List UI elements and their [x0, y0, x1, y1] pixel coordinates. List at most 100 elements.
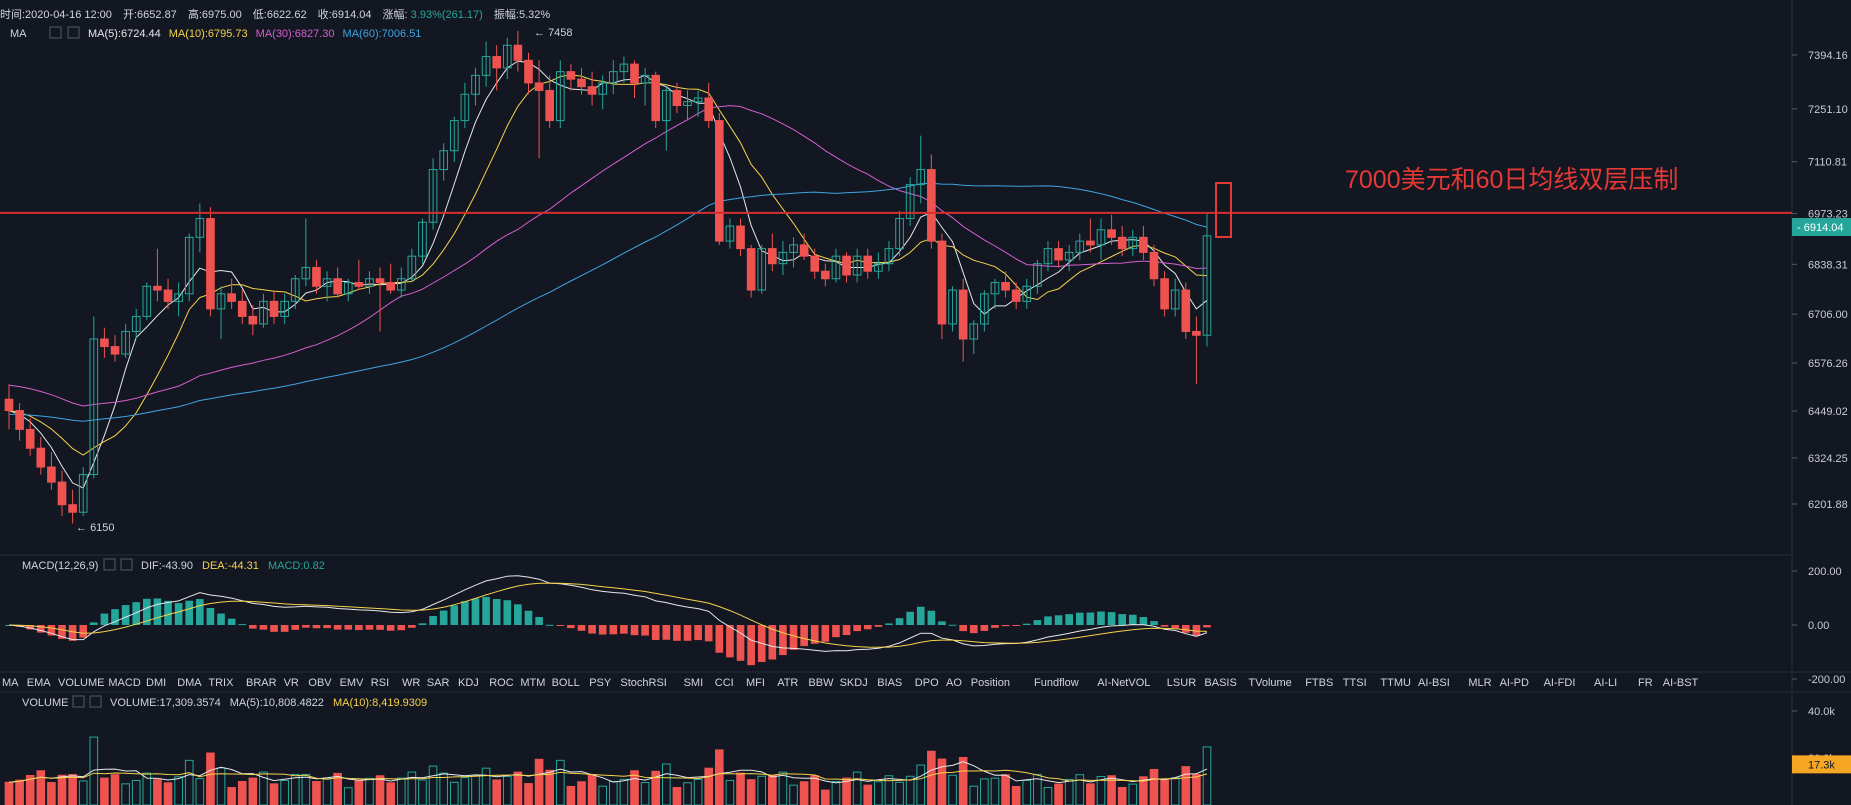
- volume-bar: [471, 774, 480, 805]
- volume-bar: [799, 781, 809, 805]
- macd-settings-icon[interactable]: [103, 558, 116, 571]
- indicator-tab[interactable]: StochRSI: [620, 677, 666, 689]
- indicator-tab[interactable]: AI-BST: [1663, 677, 1699, 689]
- volume-bar: [555, 759, 565, 805]
- ma-close-icon[interactable]: [67, 26, 80, 39]
- indicator-tab[interactable]: DPO: [915, 677, 939, 689]
- macd-bar: [651, 625, 660, 640]
- indicator-tab[interactable]: Position: [971, 677, 1010, 689]
- indicator-tab[interactable]: BOLL: [552, 677, 580, 689]
- ma-lines: [8, 60, 1208, 489]
- candle-body: [980, 293, 989, 325]
- candle-body: [237, 300, 247, 317]
- indicator-tab[interactable]: AI-NetVOL: [1097, 677, 1150, 689]
- indicator-tab[interactable]: AI-FDI: [1544, 677, 1576, 689]
- indicator-tab[interactable]: EMV: [340, 677, 365, 689]
- macd-bar: [302, 625, 310, 628]
- indicator-tab[interactable]: OBV: [308, 677, 332, 689]
- volume-bar: [1033, 773, 1042, 805]
- indicator-tab[interactable]: AO: [946, 677, 962, 689]
- candle-body: [153, 285, 162, 291]
- macd-bar: [842, 625, 851, 636]
- macd-bar: [132, 602, 141, 625]
- macd-dif: DIF:-43.90: [141, 560, 193, 572]
- macd-bar: [1139, 616, 1148, 625]
- candle-body: [1139, 236, 1148, 253]
- macd-close-icon[interactable]: [120, 558, 133, 571]
- indicator-tab[interactable]: DMA: [177, 677, 202, 689]
- indicator-tab[interactable]: MTM: [520, 677, 545, 689]
- indicator-tab[interactable]: BRAR: [246, 677, 277, 689]
- volume-bar: [937, 758, 947, 805]
- volume-bar: [852, 771, 862, 805]
- volume-bar: [513, 771, 523, 805]
- volume-bar: [290, 773, 300, 805]
- macd-bar: [450, 605, 459, 625]
- indicator-tab[interactable]: VR: [284, 677, 299, 689]
- indicator-tab[interactable]: BASIS: [1204, 677, 1236, 689]
- candle-body: [863, 255, 873, 272]
- indicator-tab[interactable]: ATR: [777, 677, 798, 689]
- ma-settings-icon[interactable]: [49, 26, 62, 39]
- ma-legend-name[interactable]: MA: [10, 28, 27, 40]
- indicator-tab[interactable]: MLR: [1468, 677, 1491, 689]
- indicator-tab[interactable]: EMA: [27, 677, 52, 689]
- candle-body: [68, 504, 77, 513]
- indicator-tab[interactable]: Fundflow: [1034, 677, 1079, 689]
- macd-bar: [991, 625, 999, 628]
- indicator-tab[interactable]: SKDJ: [840, 677, 868, 689]
- indicator-tab[interactable]: AI-PD: [1500, 677, 1529, 689]
- low-marker: ← 6150: [76, 522, 115, 534]
- price-tick-label: 6973.23: [1808, 209, 1848, 221]
- macd-bar: [121, 605, 130, 625]
- candle-body: [1181, 289, 1191, 332]
- indicator-tab[interactable]: TTMU: [1380, 677, 1411, 689]
- volume-legend-name[interactable]: VOLUME: [22, 697, 68, 709]
- macd-legend-name[interactable]: MACD(12,26,9): [22, 560, 98, 572]
- indicator-tab[interactable]: DMI: [146, 677, 166, 689]
- indicator-tab[interactable]: TRIX: [208, 677, 234, 689]
- indicator-tab[interactable]: BBW: [808, 677, 834, 689]
- candle-body: [1107, 229, 1116, 238]
- volume-bar: [683, 782, 692, 805]
- ma-legend-item: MA(60):7006.51: [343, 28, 422, 40]
- indicator-tab[interactable]: WR: [402, 677, 420, 689]
- volume-settings-icon[interactable]: [72, 695, 85, 708]
- candle-body: [25, 428, 35, 449]
- volume-bar: [25, 774, 35, 805]
- macd-tick-label: -200.00: [1808, 674, 1845, 686]
- indicator-tab[interactable]: MACD: [108, 677, 140, 689]
- macd-bar: [895, 618, 904, 625]
- indicator-tab[interactable]: AI-LI: [1594, 677, 1617, 689]
- indicator-tab[interactable]: MA: [2, 677, 19, 689]
- macd-bar: [58, 625, 66, 639]
- indicator-tabs: MA EMA VOLUME MACD DMI DMA TRIX BRAR VR OBV EMV RSI…: [2, 677, 1699, 689]
- indicator-tab[interactable]: CCI: [715, 677, 734, 689]
- volume-bar: [1192, 773, 1201, 805]
- price-tick-label: 6324.25: [1808, 453, 1848, 465]
- macd-bar: [874, 625, 883, 627]
- indicator-tab[interactable]: SAR: [427, 677, 450, 689]
- indicator-tab[interactable]: LSUR: [1167, 677, 1196, 689]
- indicator-tab[interactable]: SMI: [684, 677, 704, 689]
- candle-body: [322, 278, 332, 287]
- indicator-tab[interactable]: FTBS: [1305, 677, 1333, 689]
- macd-bar: [567, 625, 575, 629]
- macd-bar: [959, 625, 967, 632]
- indicator-tab[interactable]: BIAS: [877, 677, 902, 689]
- indicator-tab[interactable]: KDJ: [458, 677, 479, 689]
- indicator-tab[interactable]: TTSI: [1343, 677, 1367, 689]
- indicator-tab[interactable]: PSY: [589, 677, 612, 689]
- info-high: 高:6975.00: [188, 7, 242, 21]
- indicator-tab[interactable]: RSI: [371, 677, 389, 689]
- indicator-tab[interactable]: TVolume: [1248, 677, 1291, 689]
- indicator-tab[interactable]: MFI: [746, 677, 765, 689]
- indicator-tab[interactable]: ROC: [489, 677, 514, 689]
- indicator-tab[interactable]: VOLUME: [58, 677, 104, 689]
- volume-bar: [4, 781, 14, 805]
- info-time: 时间:2020-04-16 12:00: [0, 8, 112, 21]
- volume-close-icon[interactable]: [89, 695, 102, 708]
- macd-bar: [779, 625, 787, 656]
- indicator-tab[interactable]: FR: [1638, 677, 1653, 689]
- indicator-tab[interactable]: AI-BSI: [1418, 677, 1450, 689]
